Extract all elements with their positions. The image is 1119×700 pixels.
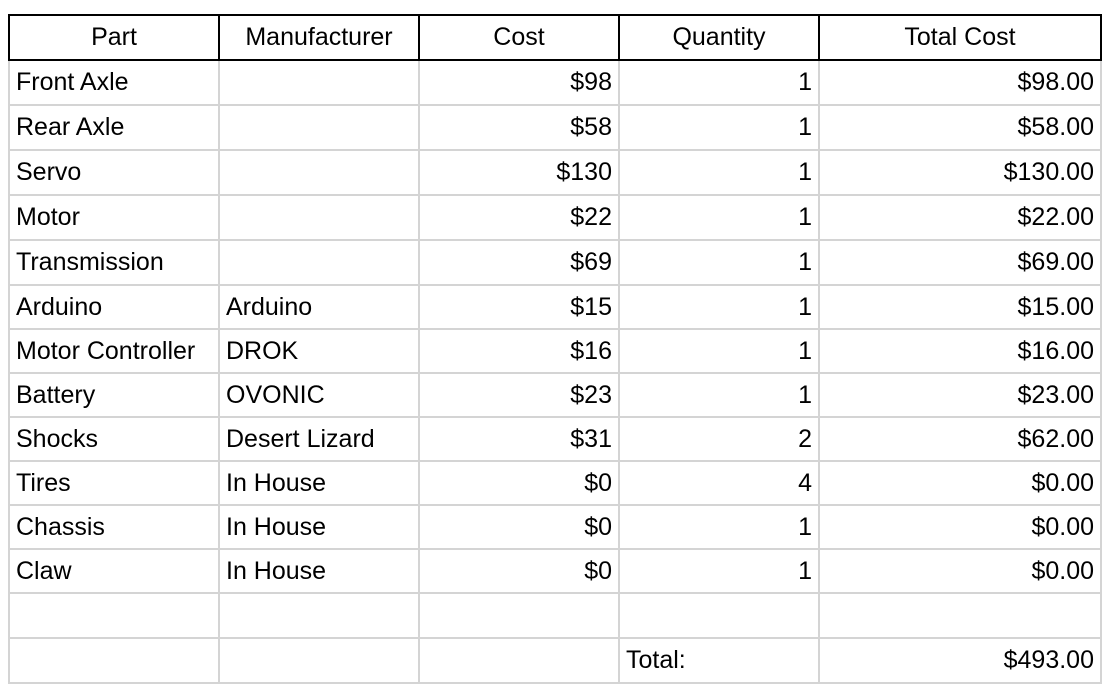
cell-manufacturer[interactable]: In House (218, 460, 420, 506)
total-value[interactable]: $493.00 (818, 637, 1102, 684)
cell-cost[interactable]: $58 (418, 104, 620, 151)
cell-quantity[interactable]: 1 (618, 194, 820, 241)
cell-manufacturer[interactable]: In House (218, 504, 420, 550)
cell-cost[interactable]: $130 (418, 149, 620, 196)
table-row: Arduino Arduino $15 1 $15.00 (8, 284, 1102, 330)
cell-cost[interactable]: $23 (418, 372, 620, 418)
cell-cost[interactable] (418, 637, 620, 684)
cell-part[interactable]: Rear Axle (8, 104, 220, 151)
cell-cost[interactable]: $0 (418, 460, 620, 506)
cell-manufacturer[interactable] (218, 194, 420, 241)
cell-manufacturer[interactable] (218, 104, 420, 151)
table-row: Claw In House $0 1 $0.00 (8, 548, 1102, 594)
cell-total[interactable]: $69.00 (818, 239, 1102, 286)
table-row: Servo $130 1 $130.00 (8, 149, 1102, 196)
total-label[interactable]: Total: (618, 637, 820, 684)
table-row: Tires In House $0 4 $0.00 (8, 460, 1102, 506)
total-row: Total: $493.00 (8, 637, 1102, 684)
cell-manufacturer[interactable]: OVONIC (218, 372, 420, 418)
cell-manufacturer[interactable]: Arduino (218, 284, 420, 330)
cell-total[interactable]: $98.00 (818, 59, 1102, 106)
cell-part[interactable]: Battery (8, 372, 220, 418)
header-cost[interactable]: Cost (418, 14, 620, 61)
table-row: Front Axle $98 1 $98.00 (8, 59, 1102, 106)
cell-manufacturer[interactable]: Desert Lizard (218, 416, 420, 462)
cell-part[interactable]: Arduino (8, 284, 220, 330)
cell-total[interactable]: $58.00 (818, 104, 1102, 151)
cell-cost[interactable]: $98 (418, 59, 620, 106)
cell-part[interactable]: Shocks (8, 416, 220, 462)
cell-part[interactable]: Transmission (8, 239, 220, 286)
parts-cost-table: Part Manufacturer Cost Quantity Total Co… (8, 14, 1102, 684)
table-row: Battery OVONIC $23 1 $23.00 (8, 372, 1102, 418)
cell-quantity[interactable]: 1 (618, 328, 820, 374)
cell-manufacturer[interactable] (218, 59, 420, 106)
cell-total[interactable]: $0.00 (818, 548, 1102, 594)
cell-total[interactable]: $62.00 (818, 416, 1102, 462)
cell-cost[interactable] (418, 592, 620, 639)
cell-part[interactable]: Motor (8, 194, 220, 241)
cell-quantity[interactable]: 2 (618, 416, 820, 462)
header-quantity[interactable]: Quantity (618, 14, 820, 61)
cell-cost[interactable]: $16 (418, 328, 620, 374)
cell-total[interactable]: $23.00 (818, 372, 1102, 418)
cell-total[interactable]: $0.00 (818, 504, 1102, 550)
header-manufacturer[interactable]: Manufacturer (218, 14, 420, 61)
cell-manufacturer[interactable] (218, 592, 420, 639)
cell-total[interactable]: $130.00 (818, 149, 1102, 196)
cell-quantity[interactable]: 1 (618, 149, 820, 196)
table-row: Transmission $69 1 $69.00 (8, 239, 1102, 286)
cell-quantity[interactable]: 4 (618, 460, 820, 506)
table-row: Motor Controller DROK $16 1 $16.00 (8, 328, 1102, 374)
cell-part[interactable]: Servo (8, 149, 220, 196)
cell-part[interactable]: Motor Controller (8, 328, 220, 374)
cell-part[interactable]: Chassis (8, 504, 220, 550)
cell-quantity[interactable] (618, 592, 820, 639)
header-row: Part Manufacturer Cost Quantity Total Co… (8, 14, 1102, 61)
table-row-empty (8, 592, 1102, 639)
cell-part[interactable] (8, 592, 220, 639)
cell-cost[interactable]: $15 (418, 284, 620, 330)
table-row: Rear Axle $58 1 $58.00 (8, 104, 1102, 151)
cell-total[interactable]: $0.00 (818, 460, 1102, 506)
cell-quantity[interactable]: 1 (618, 239, 820, 286)
cell-part[interactable] (8, 637, 220, 684)
cell-quantity[interactable]: 1 (618, 104, 820, 151)
cell-part[interactable]: Tires (8, 460, 220, 506)
cell-quantity[interactable]: 1 (618, 548, 820, 594)
cell-cost[interactable]: $0 (418, 548, 620, 594)
cell-manufacturer[interactable] (218, 239, 420, 286)
cell-manufacturer[interactable]: In House (218, 548, 420, 594)
cell-part[interactable]: Claw (8, 548, 220, 594)
table-body: Front Axle $98 1 $98.00 Rear Axle $58 1 … (8, 59, 1102, 684)
cell-quantity[interactable]: 1 (618, 504, 820, 550)
header-total-cost[interactable]: Total Cost (818, 14, 1102, 61)
cell-manufacturer[interactable] (218, 149, 420, 196)
cell-total[interactable]: $22.00 (818, 194, 1102, 241)
cell-manufacturer[interactable] (218, 637, 420, 684)
cell-cost[interactable]: $0 (418, 504, 620, 550)
cell-cost[interactable]: $31 (418, 416, 620, 462)
cell-quantity[interactable]: 1 (618, 284, 820, 330)
cell-cost[interactable]: $22 (418, 194, 620, 241)
table-row: Chassis In House $0 1 $0.00 (8, 504, 1102, 550)
header-part[interactable]: Part (8, 14, 220, 61)
cell-quantity[interactable]: 1 (618, 59, 820, 106)
cell-total[interactable]: $16.00 (818, 328, 1102, 374)
cell-quantity[interactable]: 1 (618, 372, 820, 418)
cell-manufacturer[interactable]: DROK (218, 328, 420, 374)
table-row: Motor $22 1 $22.00 (8, 194, 1102, 241)
table-header: Part Manufacturer Cost Quantity Total Co… (8, 14, 1102, 61)
cell-total[interactable]: $15.00 (818, 284, 1102, 330)
table-row: Shocks Desert Lizard $31 2 $62.00 (8, 416, 1102, 462)
cell-part[interactable]: Front Axle (8, 59, 220, 106)
cell-cost[interactable]: $69 (418, 239, 620, 286)
cell-total[interactable] (818, 592, 1102, 639)
